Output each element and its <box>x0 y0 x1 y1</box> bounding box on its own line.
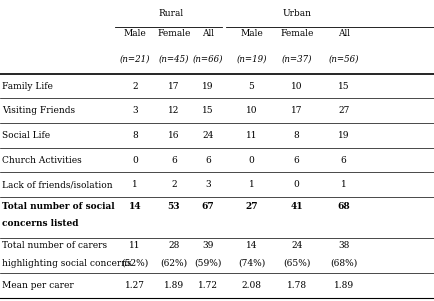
Text: (52%): (52%) <box>121 259 148 268</box>
Text: (n=56): (n=56) <box>328 54 358 63</box>
Text: 2: 2 <box>171 180 176 189</box>
Text: 0: 0 <box>248 156 254 165</box>
Text: 15: 15 <box>202 106 213 115</box>
Text: 15: 15 <box>337 82 349 91</box>
Text: (65%): (65%) <box>283 259 309 268</box>
Text: Social Life: Social Life <box>2 131 50 140</box>
Text: 6: 6 <box>293 156 299 165</box>
Text: concerns listed: concerns listed <box>2 219 79 228</box>
Text: (68%): (68%) <box>329 259 356 268</box>
Text: 12: 12 <box>168 106 179 115</box>
Text: 41: 41 <box>289 202 302 211</box>
Text: 17: 17 <box>290 106 302 115</box>
Text: 14: 14 <box>128 202 141 211</box>
Text: 19: 19 <box>202 82 213 91</box>
Text: Male: Male <box>240 29 262 38</box>
Text: 27: 27 <box>337 106 349 115</box>
Text: (62%): (62%) <box>160 259 187 268</box>
Text: (59%): (59%) <box>194 259 221 268</box>
Text: 11: 11 <box>245 131 256 140</box>
Text: Visiting Friends: Visiting Friends <box>2 106 75 115</box>
Text: 6: 6 <box>171 156 177 165</box>
Text: (n=19): (n=19) <box>236 54 266 63</box>
Text: 1.27: 1.27 <box>125 281 145 290</box>
Text: Rural: Rural <box>158 9 183 18</box>
Text: (74%): (74%) <box>237 259 264 268</box>
Text: 3: 3 <box>132 106 137 115</box>
Text: 17: 17 <box>168 82 179 91</box>
Text: 1.78: 1.78 <box>286 281 306 290</box>
Text: 0: 0 <box>293 180 299 189</box>
Text: highlighting social concerns: highlighting social concerns <box>2 259 132 268</box>
Text: 1.72: 1.72 <box>197 281 217 290</box>
Text: Total number of social: Total number of social <box>2 202 115 211</box>
Text: 10: 10 <box>290 82 302 91</box>
Text: Lack of friends/isolation: Lack of friends/isolation <box>2 180 112 189</box>
Text: 14: 14 <box>245 241 256 250</box>
Text: Male: Male <box>123 29 146 38</box>
Text: Female: Female <box>279 29 312 38</box>
Text: Female: Female <box>157 29 190 38</box>
Text: 1: 1 <box>340 180 346 189</box>
Text: (n=45): (n=45) <box>158 54 189 63</box>
Text: 1.89: 1.89 <box>333 281 353 290</box>
Text: Mean per carer: Mean per carer <box>2 281 74 290</box>
Text: 1: 1 <box>248 180 254 189</box>
Text: 67: 67 <box>201 202 214 211</box>
Text: 28: 28 <box>168 241 179 250</box>
Text: 39: 39 <box>202 241 213 250</box>
Text: 8: 8 <box>293 131 299 140</box>
Text: (n=37): (n=37) <box>281 54 311 63</box>
Text: Church Activities: Church Activities <box>2 156 82 165</box>
Text: 8: 8 <box>132 131 138 140</box>
Text: 1: 1 <box>132 180 138 189</box>
Text: 68: 68 <box>336 202 349 211</box>
Text: 2: 2 <box>132 82 137 91</box>
Text: All: All <box>337 29 349 38</box>
Text: 0: 0 <box>132 156 138 165</box>
Text: 24: 24 <box>202 131 213 140</box>
Text: Total number of carers: Total number of carers <box>2 241 107 250</box>
Text: 5: 5 <box>248 82 254 91</box>
Text: 27: 27 <box>245 202 257 211</box>
Text: 6: 6 <box>340 156 346 165</box>
Text: 16: 16 <box>168 131 179 140</box>
Text: All: All <box>201 29 214 38</box>
Text: 10: 10 <box>245 106 256 115</box>
Text: 3: 3 <box>205 180 210 189</box>
Text: (n=66): (n=66) <box>192 54 223 63</box>
Text: 6: 6 <box>204 156 210 165</box>
Text: 11: 11 <box>129 241 140 250</box>
Text: 1.89: 1.89 <box>164 281 184 290</box>
Text: Family Life: Family Life <box>2 82 53 91</box>
Text: 24: 24 <box>290 241 302 250</box>
Text: 53: 53 <box>167 202 180 211</box>
Text: 19: 19 <box>337 131 349 140</box>
Text: 2.08: 2.08 <box>241 281 261 290</box>
Text: 38: 38 <box>337 241 349 250</box>
Text: (n=21): (n=21) <box>119 54 150 63</box>
Text: Urban: Urban <box>283 9 311 18</box>
